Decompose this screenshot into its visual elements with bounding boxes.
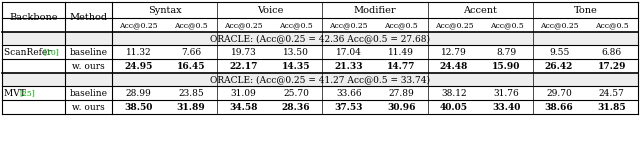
Text: 28.36: 28.36 — [282, 103, 310, 111]
Text: 11.49: 11.49 — [388, 48, 414, 57]
Text: Acc@0.5: Acc@0.5 — [279, 21, 313, 29]
Text: Acc@0.25: Acc@0.25 — [435, 21, 473, 29]
Text: Syntax: Syntax — [148, 6, 181, 14]
Text: baseline: baseline — [70, 48, 108, 57]
Text: 31.89: 31.89 — [177, 103, 205, 111]
Text: 6.86: 6.86 — [602, 48, 622, 57]
Text: ORACLE: (Acc@0.25 = 42.36 Acc@0.5 = 27.68): ORACLE: (Acc@0.25 = 42.36 Acc@0.5 = 27.6… — [210, 34, 430, 43]
Text: Acc@0.5: Acc@0.5 — [174, 21, 208, 29]
Text: 31.85: 31.85 — [597, 103, 626, 111]
Text: Modifier: Modifier — [354, 6, 396, 14]
Text: Acc@0.5: Acc@0.5 — [385, 21, 418, 29]
Text: 16.45: 16.45 — [177, 61, 205, 70]
Text: 9.55: 9.55 — [549, 48, 570, 57]
Text: 38.12: 38.12 — [441, 88, 467, 98]
Text: Acc@0.25: Acc@0.25 — [224, 21, 263, 29]
Text: 7.66: 7.66 — [181, 48, 201, 57]
Text: 33.66: 33.66 — [336, 88, 362, 98]
Text: 15.90: 15.90 — [492, 61, 521, 70]
Text: 11.32: 11.32 — [125, 48, 151, 57]
Text: [25]: [25] — [20, 89, 35, 97]
Text: 38.50: 38.50 — [124, 103, 152, 111]
Text: 37.53: 37.53 — [335, 103, 363, 111]
Text: 14.77: 14.77 — [387, 61, 415, 70]
Text: 38.66: 38.66 — [545, 103, 573, 111]
Text: Tone: Tone — [573, 6, 597, 14]
Text: 23.85: 23.85 — [178, 88, 204, 98]
Text: w. ours: w. ours — [72, 61, 105, 70]
Text: Acc@0.5: Acc@0.5 — [490, 21, 524, 29]
Text: Acc@0.25: Acc@0.25 — [330, 21, 368, 29]
Bar — [2, 32, 638, 45]
Text: 24.95: 24.95 — [124, 61, 152, 70]
Text: ORACLE: (Acc@0.25 = 41.27 Acc@0.5 = 33.74): ORACLE: (Acc@0.25 = 41.27 Acc@0.5 = 33.7… — [210, 75, 430, 84]
Text: 19.73: 19.73 — [230, 48, 257, 57]
Text: 28.99: 28.99 — [125, 88, 151, 98]
Text: Method: Method — [69, 12, 108, 21]
Text: 31.76: 31.76 — [493, 88, 520, 98]
Text: 25.70: 25.70 — [283, 88, 309, 98]
Text: 17.04: 17.04 — [336, 48, 362, 57]
Text: [10]: [10] — [43, 48, 59, 56]
Text: 34.58: 34.58 — [229, 103, 258, 111]
Text: 22.17: 22.17 — [229, 61, 258, 70]
Text: 12.79: 12.79 — [441, 48, 467, 57]
Text: 13.50: 13.50 — [283, 48, 309, 57]
Text: 33.40: 33.40 — [492, 103, 521, 111]
Text: Acc@0.25: Acc@0.25 — [540, 21, 579, 29]
Text: 31.09: 31.09 — [230, 88, 257, 98]
Text: 30.96: 30.96 — [387, 103, 415, 111]
Text: 24.48: 24.48 — [440, 61, 468, 70]
Text: ScanRefer: ScanRefer — [4, 48, 54, 57]
Text: 14.35: 14.35 — [282, 61, 310, 70]
Text: 29.70: 29.70 — [546, 88, 572, 98]
Bar — [2, 73, 638, 86]
Text: Acc@0.25: Acc@0.25 — [119, 21, 157, 29]
Text: MVT: MVT — [4, 88, 29, 98]
Text: Voice: Voice — [257, 6, 283, 14]
Text: 17.29: 17.29 — [598, 61, 626, 70]
Text: 27.89: 27.89 — [388, 88, 414, 98]
Text: 8.79: 8.79 — [497, 48, 516, 57]
Text: 26.42: 26.42 — [545, 61, 573, 70]
Text: Accent: Accent — [463, 6, 497, 14]
Text: Acc@0.5: Acc@0.5 — [595, 21, 628, 29]
Text: 40.05: 40.05 — [440, 103, 468, 111]
Text: Backbone: Backbone — [9, 12, 58, 21]
Text: baseline: baseline — [70, 88, 108, 98]
Text: w. ours: w. ours — [72, 103, 105, 111]
Text: 21.33: 21.33 — [334, 61, 363, 70]
Text: 24.57: 24.57 — [599, 88, 625, 98]
